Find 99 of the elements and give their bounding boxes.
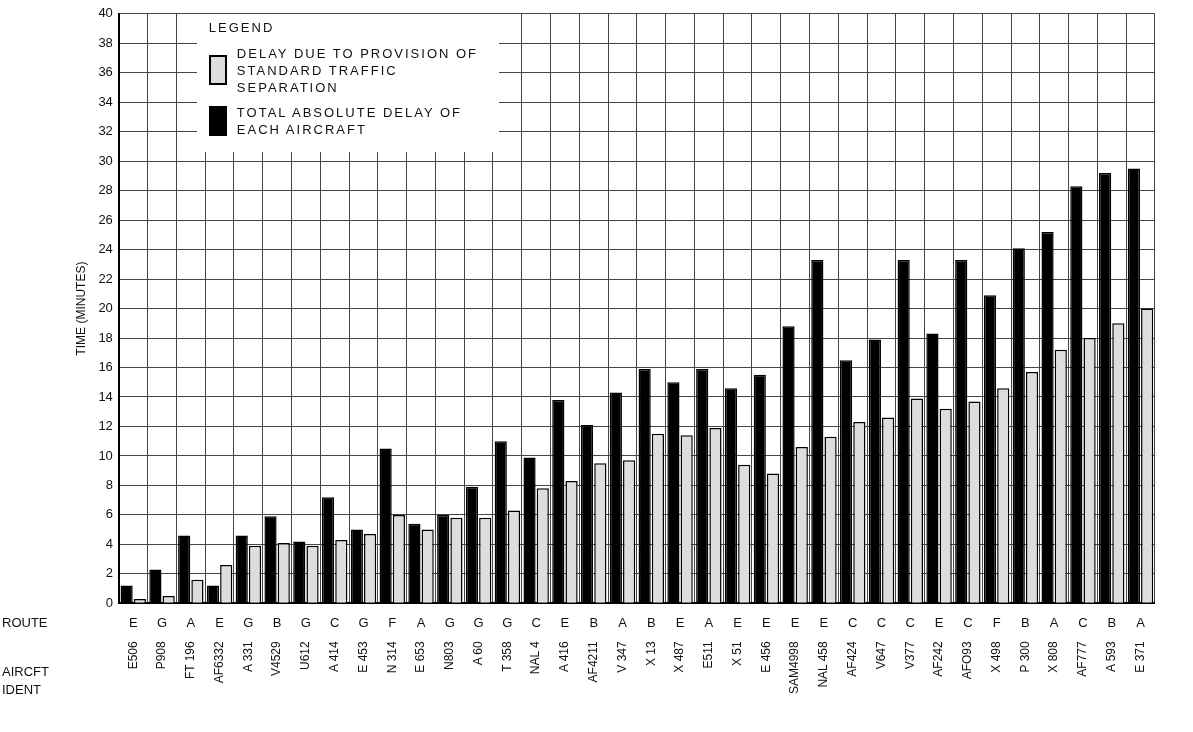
x-tick-label: SAM4998 [787,640,802,694]
x-tick-label: T 358 [499,640,514,672]
y-tick-label: 22 [98,270,113,286]
x-tick-label: P 300 [1017,640,1032,673]
y-tick-label: 16 [98,359,113,375]
x-axis-title: AIRCFT IDENT [2,663,49,697]
text: C [876,614,887,630]
x-tick-label: E 453 [355,640,370,673]
x-tick-label: AF6332 [211,640,226,684]
x-tick-label: X 808 [1046,640,1061,673]
text: A [1049,614,1059,630]
y-tick-label: 32 [98,123,113,139]
text: E [675,614,685,630]
x-tick-label: AF424 [845,640,860,677]
text: A [416,614,426,630]
x-tick-label: E506 [125,640,140,670]
text: C [848,614,858,630]
y-tick-label: 36 [98,64,113,80]
y-tick-label: 34 [98,93,113,109]
x-tick-label: U612 [298,640,313,670]
x-tick-label: NAL 458 [816,640,831,688]
x-tick-label: E511 [701,640,716,669]
text: B [589,614,599,630]
text: A [618,614,628,630]
text: E [819,614,829,630]
x-tick-label: V 347 [614,640,629,673]
text: G [156,614,168,630]
y-tick-label: 24 [98,241,113,257]
x-tick-label: N 314 [384,640,399,674]
x-tick-label: E 456 [758,640,773,673]
y-tick-label: 4 [105,535,113,551]
text: F [388,614,397,630]
y-tick-label: 26 [98,211,113,227]
text: C [330,614,340,630]
x-tick-label: A 416 [557,640,572,672]
x-tick-label: P908 [154,640,169,670]
x-tick-label: AF4211 [586,640,601,683]
y-tick-label: 0 [105,594,113,610]
x-tick-label: A 414 [327,640,342,672]
text: E [762,614,772,630]
y-tick-label: 20 [98,300,113,316]
text: B [1107,614,1117,630]
text: C [963,614,973,630]
text: ROUTE [2,614,48,630]
text: A [1136,614,1146,630]
y-tick-label: 18 [98,329,113,345]
text: E [733,614,743,630]
text: E [215,614,225,630]
text: E [934,614,944,630]
x-tick-label: A 60 [470,640,485,666]
text: A [186,614,196,630]
x-tick-label: X 13 [643,640,658,666]
x-tick-label: AF242 [931,640,946,677]
text: F [992,614,1001,630]
y-tick-label: 14 [98,388,113,404]
x-tick-label: AFO93 [960,640,975,680]
y-tick-label: 38 [98,34,113,50]
text: C [531,614,541,630]
y-tick-label: 6 [105,506,113,522]
text: G [243,614,254,630]
text: A [704,614,714,630]
text: E [560,614,570,630]
y-axis-title: TIME (MINUTES) [73,261,88,356]
y-tick-label: 8 [105,476,113,492]
x-tick-label: A 593 [1104,640,1119,672]
legend-title: LEGEND [208,19,276,35]
text: G [473,614,484,630]
legend-label: DELAY DUE TO PROVISION OF STANDARD TRAFFIC SEPARATION [236,44,480,96]
text: B [272,614,282,630]
text: C [1078,614,1088,630]
text: B [1021,614,1030,630]
x-tick-label: E 371 [1132,640,1147,673]
text: C [905,614,915,630]
y-tick-label: 10 [98,447,113,463]
x-tick-label: AF777 [1075,640,1090,677]
x-tick-label: N803 [442,640,457,670]
x-tick-label: V4529 [269,640,284,676]
legend-label: TOTAL ABSOLUTE DELAY OF EACH AIRCRAFT [236,103,464,138]
text: G [444,614,455,630]
y-tick-label: 2 [105,565,113,581]
text: E [790,614,800,630]
y-tick-label: 40 [98,5,113,21]
x-tick-label: E 653 [413,640,428,673]
y-tick-label: 28 [98,182,113,198]
text: B [646,614,656,630]
x-tick-label: NAL 4 [528,640,543,675]
text: G [300,614,311,630]
y-tick-label: 30 [98,152,113,168]
x-tick-label: X 51 [729,640,744,666]
x-tick-label: X 487 [672,640,687,673]
y-tick-label: 12 [98,418,113,434]
x-tick-label: X 498 [988,640,1003,673]
text: E [128,614,138,630]
text: G [502,614,513,630]
x-tick-label: V377 [902,640,917,670]
x-tick-label: V647 [873,640,888,670]
x-tick-label: A 331 [240,640,255,672]
text: G [358,614,369,630]
x-tick-label: FT 196 [183,640,198,680]
